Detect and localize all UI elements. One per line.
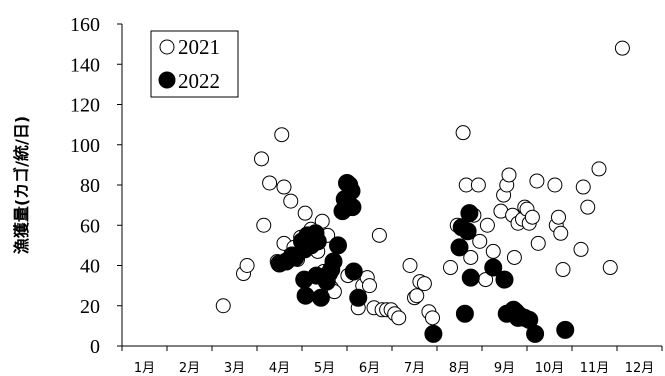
point-2022 <box>484 258 503 277</box>
point-2021 <box>262 175 278 191</box>
point-2022 <box>344 262 363 281</box>
point-2021 <box>591 161 607 177</box>
point-2021 <box>530 235 546 251</box>
point-2021 <box>470 177 486 193</box>
y-tick-label: 60 <box>80 215 100 237</box>
point-2021 <box>239 258 255 273</box>
point-2021 <box>472 233 488 249</box>
point-2021 <box>362 278 377 294</box>
point-2021 <box>547 177 563 193</box>
axes <box>117 23 663 351</box>
y-tick-label: 0 <box>90 336 100 358</box>
point-2021 <box>254 151 269 167</box>
point-2021 <box>485 243 501 259</box>
point-2022 <box>450 238 469 257</box>
legend-marker-2022 <box>158 71 176 89</box>
point-2021 <box>416 276 432 292</box>
x-tick-label: 3月 <box>224 361 245 376</box>
point-2022 <box>556 320 575 339</box>
y-tick-label: 160 <box>70 14 100 36</box>
legend: 2021 2022 <box>150 30 239 98</box>
point-2021 <box>371 227 387 243</box>
point-2021 <box>297 205 313 221</box>
point-2022 <box>308 232 327 251</box>
x-tick-label: 11月 <box>580 361 610 376</box>
x-tick-label: 4月 <box>269 361 290 376</box>
point-2021 <box>524 209 540 225</box>
x-tick-label: 8月 <box>449 361 470 376</box>
point-2021 <box>256 217 272 233</box>
y-axis-label: 漁獲量(カゴ/統/日) <box>12 116 31 254</box>
point-2021 <box>580 199 596 215</box>
point-2022 <box>349 288 368 307</box>
point-2021 <box>283 193 299 209</box>
point-2021 <box>463 249 479 265</box>
x-tick-label: 2月 <box>179 361 200 376</box>
point-2021 <box>402 258 418 273</box>
x-tick-label: 12月 <box>625 361 655 376</box>
y-tick-label: 120 <box>70 95 100 117</box>
x-tick-label: 6月 <box>359 361 380 376</box>
point-2021 <box>479 217 495 233</box>
y-tick-label: 40 <box>80 256 100 278</box>
point-2022 <box>495 270 514 289</box>
point-2022 <box>526 324 545 343</box>
point-2022 <box>424 324 443 343</box>
point-2022 <box>343 198 362 217</box>
point-2021 <box>506 249 522 265</box>
point-2021 <box>215 298 231 314</box>
point-2021 <box>573 241 589 257</box>
point-2022 <box>296 286 315 305</box>
point-2021 <box>529 173 545 189</box>
point-2022 <box>329 236 347 255</box>
y-tick-label: 140 <box>70 54 100 76</box>
legend-label-2022: 2022 <box>178 69 220 93</box>
x-tick-label: 9月 <box>494 361 515 376</box>
point-2022 <box>342 182 361 201</box>
x-tick-labels: 1月 2月 3月 4月 5月 6月 7月 8月 9月 10月 11月 12月 <box>134 361 654 376</box>
x-tick-label: 10月 <box>535 361 565 376</box>
point-2021 <box>425 310 440 326</box>
point-2022 <box>461 268 480 287</box>
point-2021 <box>551 209 566 225</box>
point-2022 <box>311 288 330 307</box>
point-2021 <box>501 167 517 183</box>
point-2021 <box>575 179 591 195</box>
series-2021 <box>215 40 630 326</box>
y-tick-label: 20 <box>80 296 100 318</box>
y-tick-label: 100 <box>70 135 100 157</box>
x-tick-label: 1月 <box>134 361 155 376</box>
point-2021 <box>602 260 618 276</box>
legend-label-2021: 2021 <box>178 35 220 59</box>
point-2022 <box>324 252 343 271</box>
point-2021 <box>391 310 407 326</box>
x-tick-label: 5月 <box>314 361 335 376</box>
point-2021 <box>443 260 458 276</box>
y-tick-label: 80 <box>80 175 100 197</box>
point-2021 <box>553 225 569 241</box>
point-2021 <box>409 288 425 304</box>
point-2022 <box>455 304 474 323</box>
series-2022 <box>270 173 575 343</box>
y-tick-labels: 0 20 40 60 80 100 120 140 160 <box>70 14 100 358</box>
point-2022 <box>460 204 479 223</box>
point-2021 <box>555 262 571 278</box>
point-2022 <box>458 222 477 241</box>
point-2021 <box>614 40 630 56</box>
x-tick-label: 7月 <box>404 361 425 376</box>
point-2021 <box>455 125 471 141</box>
point-2021 <box>276 179 292 195</box>
point-2021 <box>274 127 290 143</box>
legend-marker-2021 <box>159 39 175 55</box>
